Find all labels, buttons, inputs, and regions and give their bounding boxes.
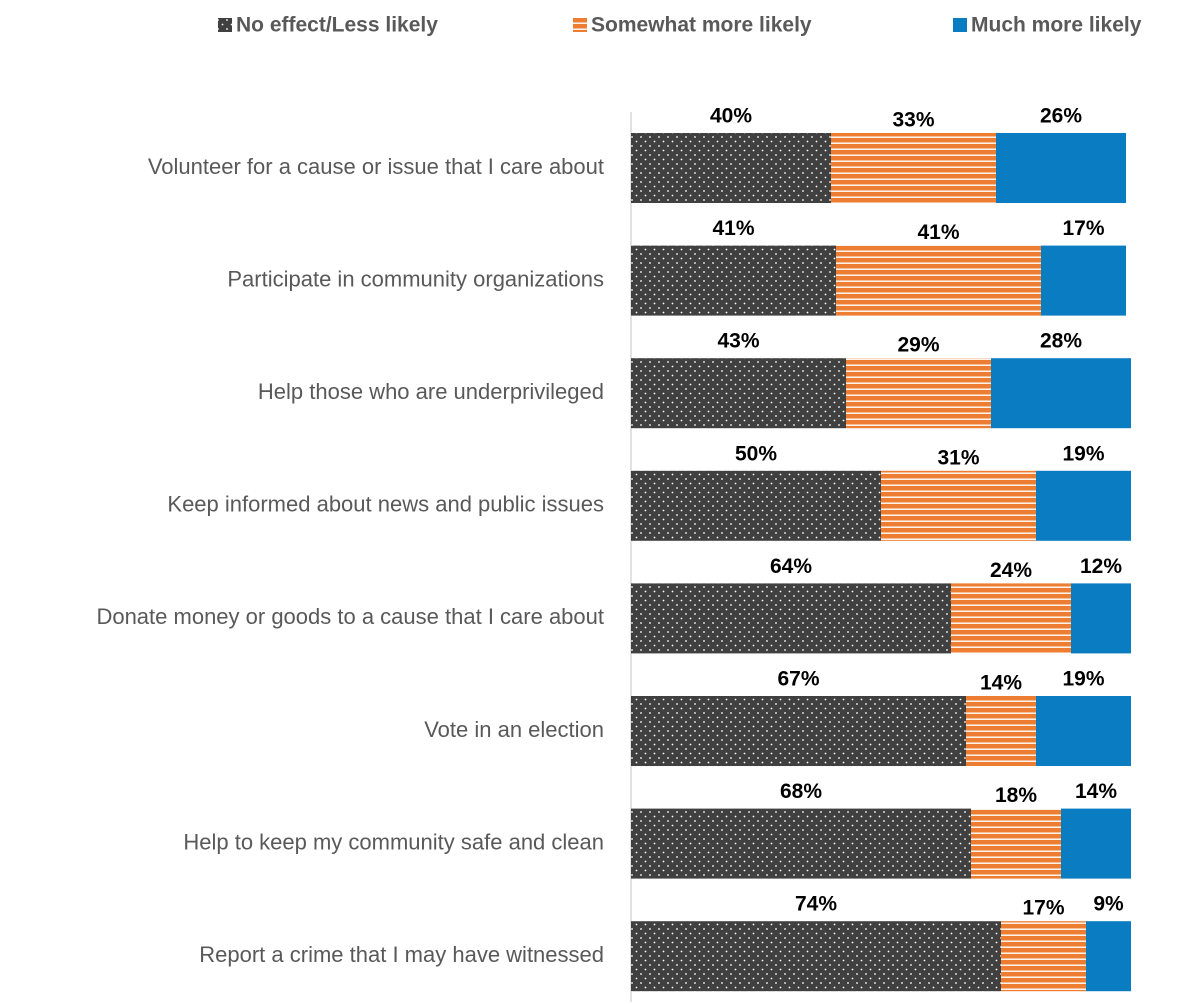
bar-segment	[846, 358, 991, 429]
legend-label: No effect/Less likely	[236, 14, 438, 37]
legend-label: Somewhat more likely	[591, 14, 812, 37]
bar-segment	[1061, 808, 1131, 879]
bar-segment	[1086, 921, 1131, 992]
value-label: 17%	[1022, 897, 1064, 920]
category-label: Participate in community organizations	[227, 266, 604, 291]
bar-segment	[631, 358, 846, 429]
bar-segment	[1036, 696, 1131, 766]
category-label: Report a crime that I may have witnessed	[199, 942, 604, 967]
value-label: 68%	[780, 780, 822, 803]
value-label: 40%	[710, 105, 752, 128]
value-label: 19%	[1062, 668, 1104, 691]
legend-label: Much more likely	[971, 14, 1142, 37]
bar-segment	[971, 808, 1061, 879]
bar-segment	[631, 470, 881, 541]
category-label: Donate money or goods to a cause that I …	[96, 604, 604, 629]
bar-segment	[1036, 470, 1131, 541]
category-label: Keep informed about news and public issu…	[167, 492, 604, 517]
value-label: 14%	[980, 672, 1022, 695]
value-label: 26%	[1040, 105, 1082, 128]
legend-swatch	[218, 18, 232, 32]
bar-segment	[881, 470, 1036, 541]
value-label: 50%	[735, 442, 777, 465]
bar-segment	[631, 921, 1001, 992]
value-label: 29%	[897, 334, 939, 357]
value-label: 43%	[717, 330, 759, 353]
bar-segment	[996, 133, 1126, 203]
bar-segment	[1001, 921, 1086, 992]
bar-segment	[991, 358, 1131, 429]
category-label: Vote in an election	[424, 717, 604, 742]
bar-segment	[631, 245, 836, 316]
legend-swatch	[953, 18, 967, 32]
value-label: 24%	[990, 559, 1032, 582]
bar-segment	[831, 133, 996, 203]
bar-segment	[1041, 245, 1126, 316]
bar-segment	[631, 583, 951, 654]
value-label: 9%	[1093, 893, 1124, 916]
value-label: 17%	[1062, 217, 1104, 240]
bar-segment	[631, 133, 831, 203]
category-label: Help to keep my community safe and clean	[183, 829, 604, 854]
bar-segment	[836, 245, 1041, 316]
value-label: 33%	[892, 109, 934, 132]
value-label: 14%	[1075, 780, 1117, 803]
value-label: 12%	[1080, 555, 1122, 578]
value-label: 67%	[777, 668, 819, 691]
bar-segment	[951, 583, 1071, 654]
bar-segment	[631, 808, 971, 879]
value-label: 19%	[1062, 442, 1104, 465]
value-label: 18%	[995, 784, 1037, 807]
bar-segment	[966, 696, 1036, 766]
bar-segment	[631, 696, 966, 766]
value-label: 31%	[937, 446, 979, 469]
category-label: Help those who are underprivileged	[258, 379, 604, 404]
value-label: 28%	[1040, 330, 1082, 353]
value-label: 41%	[712, 217, 754, 240]
value-label: 64%	[770, 555, 812, 578]
bar-segment	[1071, 583, 1131, 654]
value-label: 74%	[795, 893, 837, 916]
value-label: 41%	[917, 221, 959, 244]
category-label: Volunteer for a cause or issue that I ca…	[148, 154, 604, 179]
legend-swatch	[573, 18, 587, 32]
